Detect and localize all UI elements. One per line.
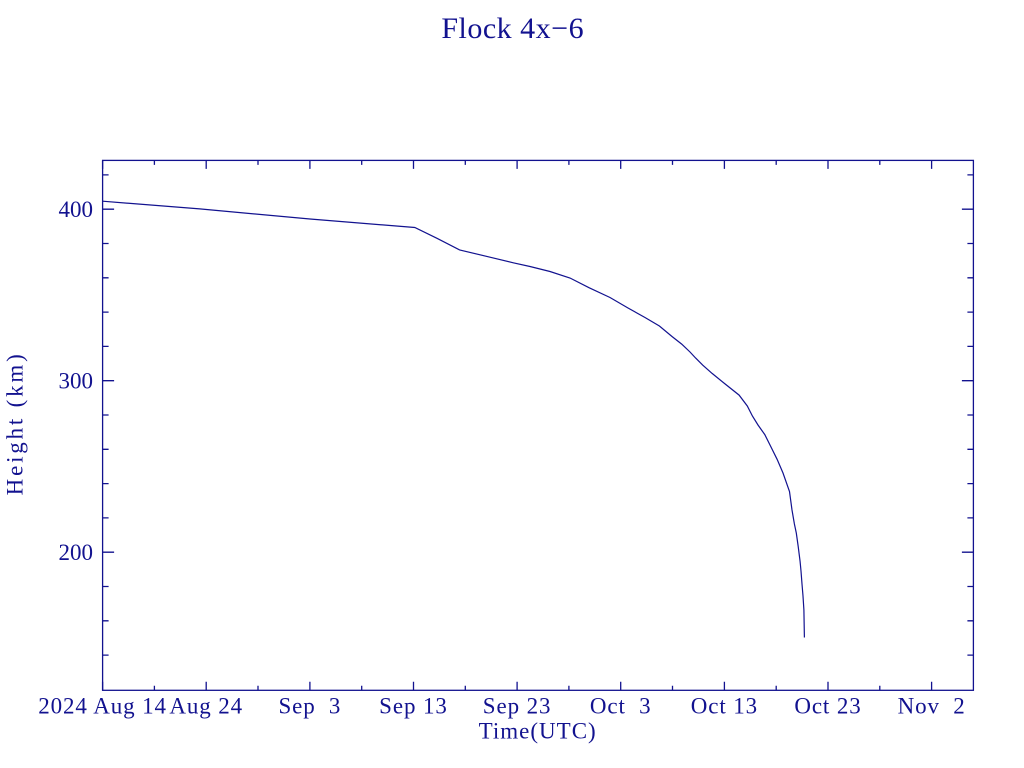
svg-text:2024 Aug 14: 2024 Aug 14 [38,694,167,719]
svg-text:300: 300 [59,369,94,394]
svg-text:Oct 23: Oct 23 [794,694,861,719]
svg-text:Height (km): Height (km) [3,351,28,495]
svg-text:Flock 4x−6: Flock 4x−6 [441,12,584,45]
svg-text:Nov 2: Nov 2 [898,694,966,719]
svg-text:Oct 3: Oct 3 [590,694,652,719]
svg-text:Sep 13: Sep 13 [379,694,448,719]
svg-text:200: 200 [59,540,94,565]
svg-text:Oct 13: Oct 13 [691,694,758,719]
svg-text:Time(UTC): Time(UTC) [479,718,597,743]
svg-text:Sep 23: Sep 23 [483,694,552,719]
svg-text:400: 400 [59,197,94,222]
svg-text:Aug 24: Aug 24 [169,694,243,719]
svg-text:Sep 3: Sep 3 [278,694,341,719]
